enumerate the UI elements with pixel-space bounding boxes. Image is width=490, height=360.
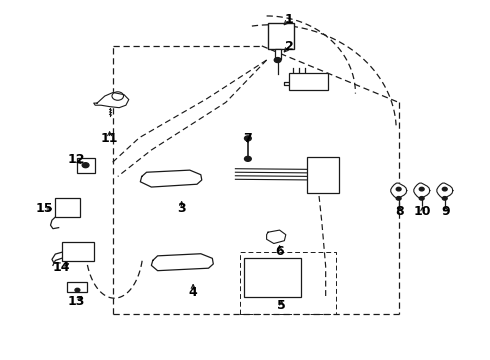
Circle shape — [442, 187, 447, 191]
Text: 6: 6 — [275, 245, 284, 258]
Text: 8: 8 — [395, 205, 404, 218]
Bar — [244, 258, 301, 297]
Bar — [275, 49, 281, 59]
Circle shape — [274, 58, 281, 63]
Circle shape — [75, 288, 80, 292]
Polygon shape — [267, 230, 286, 243]
Polygon shape — [140, 170, 202, 187]
Text: 1: 1 — [285, 13, 294, 26]
Polygon shape — [391, 183, 407, 198]
Text: 9: 9 — [441, 205, 450, 218]
Circle shape — [245, 136, 251, 141]
Bar — [77, 158, 95, 173]
Text: 12: 12 — [67, 153, 85, 166]
Text: 3: 3 — [177, 202, 186, 215]
Circle shape — [396, 187, 401, 191]
Bar — [268, 23, 294, 49]
Text: 10: 10 — [414, 205, 431, 218]
Circle shape — [396, 197, 401, 200]
Circle shape — [82, 163, 89, 168]
Text: 7: 7 — [244, 132, 252, 145]
Circle shape — [245, 156, 251, 161]
Bar — [289, 73, 328, 90]
Polygon shape — [414, 183, 430, 198]
Circle shape — [419, 197, 424, 200]
Text: 13: 13 — [67, 295, 85, 308]
Polygon shape — [94, 93, 129, 108]
Text: 5: 5 — [277, 299, 286, 312]
Circle shape — [419, 187, 424, 191]
Bar — [55, 198, 80, 217]
Polygon shape — [151, 254, 213, 271]
Circle shape — [442, 197, 447, 200]
Text: 4: 4 — [189, 286, 197, 299]
Polygon shape — [437, 183, 453, 198]
Bar — [307, 157, 339, 193]
Bar — [62, 242, 94, 261]
Text: 15: 15 — [36, 202, 53, 215]
Bar — [67, 282, 88, 292]
Text: 2: 2 — [285, 40, 294, 53]
Text: 11: 11 — [101, 132, 118, 145]
Text: 14: 14 — [53, 261, 70, 274]
